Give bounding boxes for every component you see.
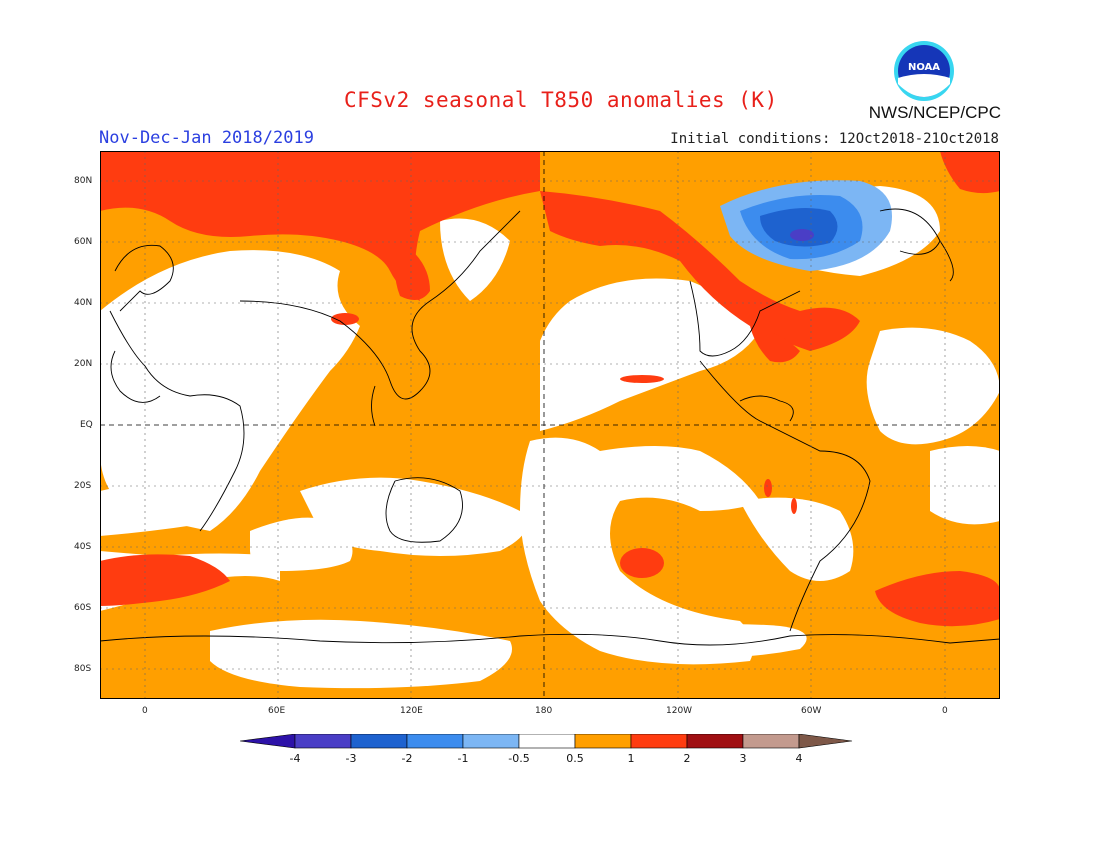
- colorbar-segment: [574, 733, 632, 749]
- lon-label-120w: 120W: [666, 706, 693, 716]
- strong-warm-regions: [100, 151, 1000, 627]
- colorbar-label: -1: [458, 752, 469, 765]
- colorbar-segment: [350, 733, 408, 749]
- lat-label-40n: 40N: [74, 298, 93, 308]
- lon-label-60w: 60W: [801, 706, 822, 716]
- colorbar-label: -3: [346, 752, 357, 765]
- lat-label-eq: EQ: [80, 420, 93, 430]
- colorbar-label: 1: [628, 752, 635, 765]
- colorbar-segment: [406, 733, 464, 749]
- colorbar-arrow-low: [239, 733, 296, 749]
- colorbar-label: -2: [402, 752, 413, 765]
- colorbar-label: 2: [684, 752, 691, 765]
- lat-label-80s: 80S: [74, 664, 92, 674]
- lat-label-20n: 20N: [74, 359, 93, 369]
- colorbar-segment: [630, 733, 688, 749]
- noaa-logo: NOAA: [893, 40, 955, 102]
- lat-label-20s: 20S: [74, 481, 92, 491]
- grid-lines: [100, 151, 1000, 699]
- lat-label-60s: 60S: [74, 603, 92, 613]
- colorbar-segment: [686, 733, 744, 749]
- lon-label-0-left: 0: [142, 706, 148, 716]
- coastlines: [100, 208, 1000, 646]
- forecast-period: Nov-Dec-Jan 2018/2019: [99, 128, 314, 148]
- lon-label-0-right: 0: [942, 706, 948, 716]
- colorbar-label: -0.5: [508, 752, 529, 765]
- agency-label: NWS/NCEP/CPC: [868, 103, 1001, 122]
- colorbar-label: 4: [796, 752, 803, 765]
- lat-label-80n: 80N: [74, 176, 93, 186]
- colorbar-arrow-high: [798, 733, 853, 749]
- lon-label-120e: 120E: [400, 706, 423, 716]
- lat-label-40s: 40S: [74, 542, 92, 552]
- colorbar-segment: [294, 733, 352, 749]
- colorbar-segment: [518, 733, 576, 749]
- initial-conditions: Initial conditions: 12Oct2018-21Oct2018: [670, 131, 999, 147]
- colorbar-label: 3: [740, 752, 747, 765]
- colorbar-segment: [462, 733, 520, 749]
- logo-text: NOAA: [907, 62, 941, 73]
- anomaly-map: [100, 151, 1000, 699]
- lon-label-180: 180: [535, 706, 553, 716]
- colorbar-label: 0.5: [566, 752, 584, 765]
- cold-anomaly: [720, 180, 892, 271]
- reference-lines: [100, 151, 1000, 699]
- lon-label-60e: 60E: [268, 706, 286, 716]
- colorbar-segment: [742, 733, 800, 749]
- colorbar-label: -4: [290, 752, 301, 765]
- map-title: CFSv2 seasonal T850 anomalies (K): [344, 88, 778, 112]
- colorbar: -4 -3 -2 -1 -0.5 0.5 1 2 3 4: [239, 733, 862, 774]
- lat-label-60n: 60N: [74, 237, 93, 247]
